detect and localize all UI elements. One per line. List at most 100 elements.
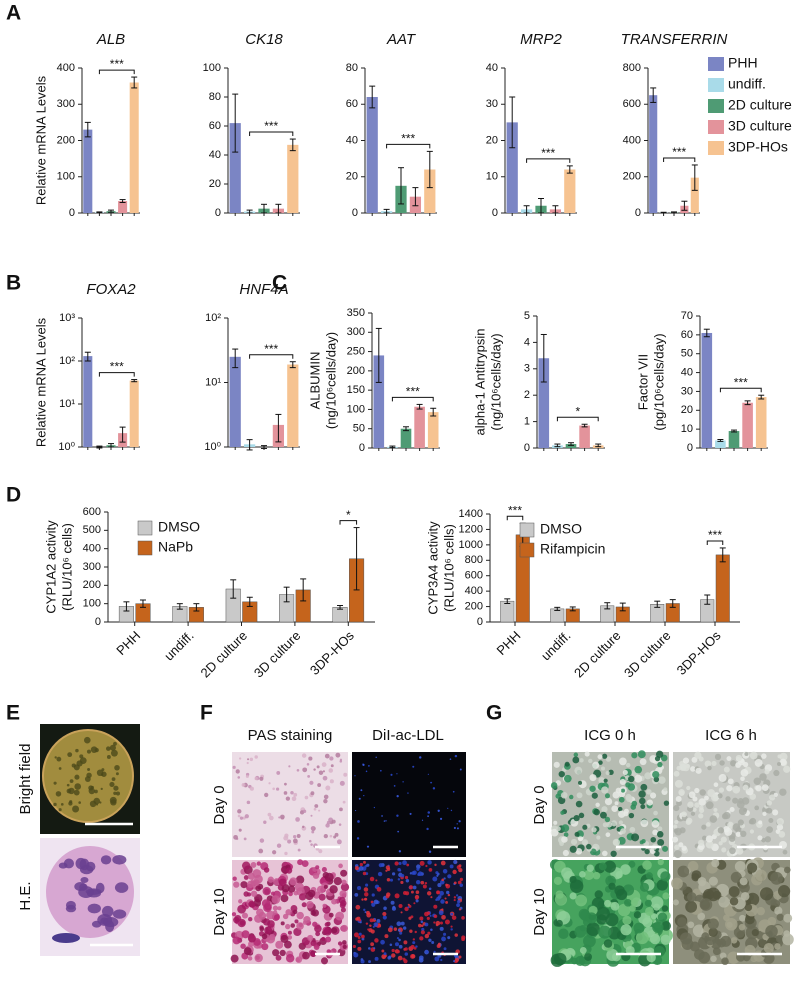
cell	[69, 779, 74, 783]
cell	[687, 921, 695, 929]
y-tick-label: 10	[486, 171, 498, 183]
cell	[727, 778, 734, 785]
cell	[254, 874, 263, 884]
cell	[377, 871, 383, 877]
cell	[391, 953, 396, 958]
cell	[302, 951, 310, 960]
cell	[662, 892, 670, 900]
legend-label: DMSO	[540, 521, 582, 537]
nucleus	[78, 886, 94, 899]
cell	[261, 933, 268, 940]
cell	[339, 902, 346, 909]
cell	[675, 795, 682, 802]
cell	[69, 800, 73, 804]
cell	[269, 815, 274, 821]
cell	[656, 879, 668, 891]
cell	[330, 764, 334, 768]
cell	[612, 838, 621, 847]
cell	[687, 801, 694, 808]
cell	[364, 897, 368, 901]
micrograph	[352, 752, 466, 857]
y-tick-label: 1	[524, 416, 530, 428]
cell	[575, 847, 583, 855]
cell	[706, 822, 711, 827]
cell	[605, 832, 611, 838]
y-tick-label: 0	[95, 616, 101, 628]
cell	[640, 783, 648, 791]
cell	[323, 798, 328, 804]
panel-label: B	[6, 272, 21, 295]
cell	[782, 933, 794, 946]
cell	[287, 930, 292, 935]
cell	[277, 906, 282, 911]
cell	[313, 768, 316, 771]
bar	[83, 356, 93, 447]
cell	[458, 820, 461, 823]
cell	[585, 912, 597, 924]
cell	[365, 883, 369, 887]
significance-bracket	[556, 416, 599, 422]
cell	[572, 756, 580, 764]
cell	[384, 934, 389, 939]
cell	[618, 820, 623, 825]
cell	[373, 899, 379, 905]
cell	[428, 850, 432, 853]
cell	[357, 820, 360, 823]
cell	[240, 881, 248, 889]
cell	[310, 814, 313, 817]
cell	[729, 896, 739, 906]
cell	[573, 752, 579, 758]
cell	[692, 807, 697, 812]
cell	[624, 898, 632, 907]
cell	[54, 756, 57, 759]
cell	[375, 756, 377, 758]
chart-title: AAT	[386, 31, 417, 48]
cell	[396, 921, 402, 927]
cell	[101, 768, 105, 772]
cell	[439, 817, 443, 820]
cell	[407, 792, 409, 794]
cell	[304, 795, 309, 800]
cell	[259, 776, 264, 781]
y-tick-label: 800	[465, 554, 483, 566]
y-axis-label: Factor VII	[635, 354, 650, 410]
cell	[248, 900, 255, 908]
cell	[699, 898, 713, 911]
cell	[553, 952, 567, 966]
cell	[652, 770, 660, 779]
cell	[411, 871, 416, 875]
cell	[383, 906, 387, 911]
y-tick-label: 80	[346, 62, 358, 74]
y-tick-label: 2	[524, 389, 530, 401]
cell	[712, 947, 721, 956]
cell	[426, 911, 431, 915]
legend-swatch	[708, 57, 724, 71]
cell	[337, 941, 343, 946]
cell	[427, 773, 429, 775]
cell	[285, 796, 291, 801]
cell	[415, 897, 418, 900]
cell	[773, 769, 780, 777]
cell	[434, 863, 437, 867]
cell	[320, 957, 329, 965]
cell	[249, 757, 254, 762]
y-axis-label: (ng/10⁶cells/day)	[488, 333, 503, 430]
nucleus	[87, 903, 101, 914]
cell	[382, 915, 387, 920]
cell	[246, 800, 251, 805]
cell	[611, 820, 618, 827]
cell	[453, 859, 458, 865]
cell	[638, 790, 646, 798]
cell	[763, 943, 774, 954]
cell	[578, 780, 583, 785]
cell	[387, 956, 391, 960]
cell	[339, 780, 345, 786]
cell	[110, 749, 118, 757]
cell	[407, 903, 410, 906]
cell	[713, 807, 718, 812]
cell	[440, 958, 443, 962]
cell	[114, 765, 120, 771]
cell	[334, 832, 339, 837]
cell	[765, 925, 778, 938]
cell	[295, 956, 303, 963]
